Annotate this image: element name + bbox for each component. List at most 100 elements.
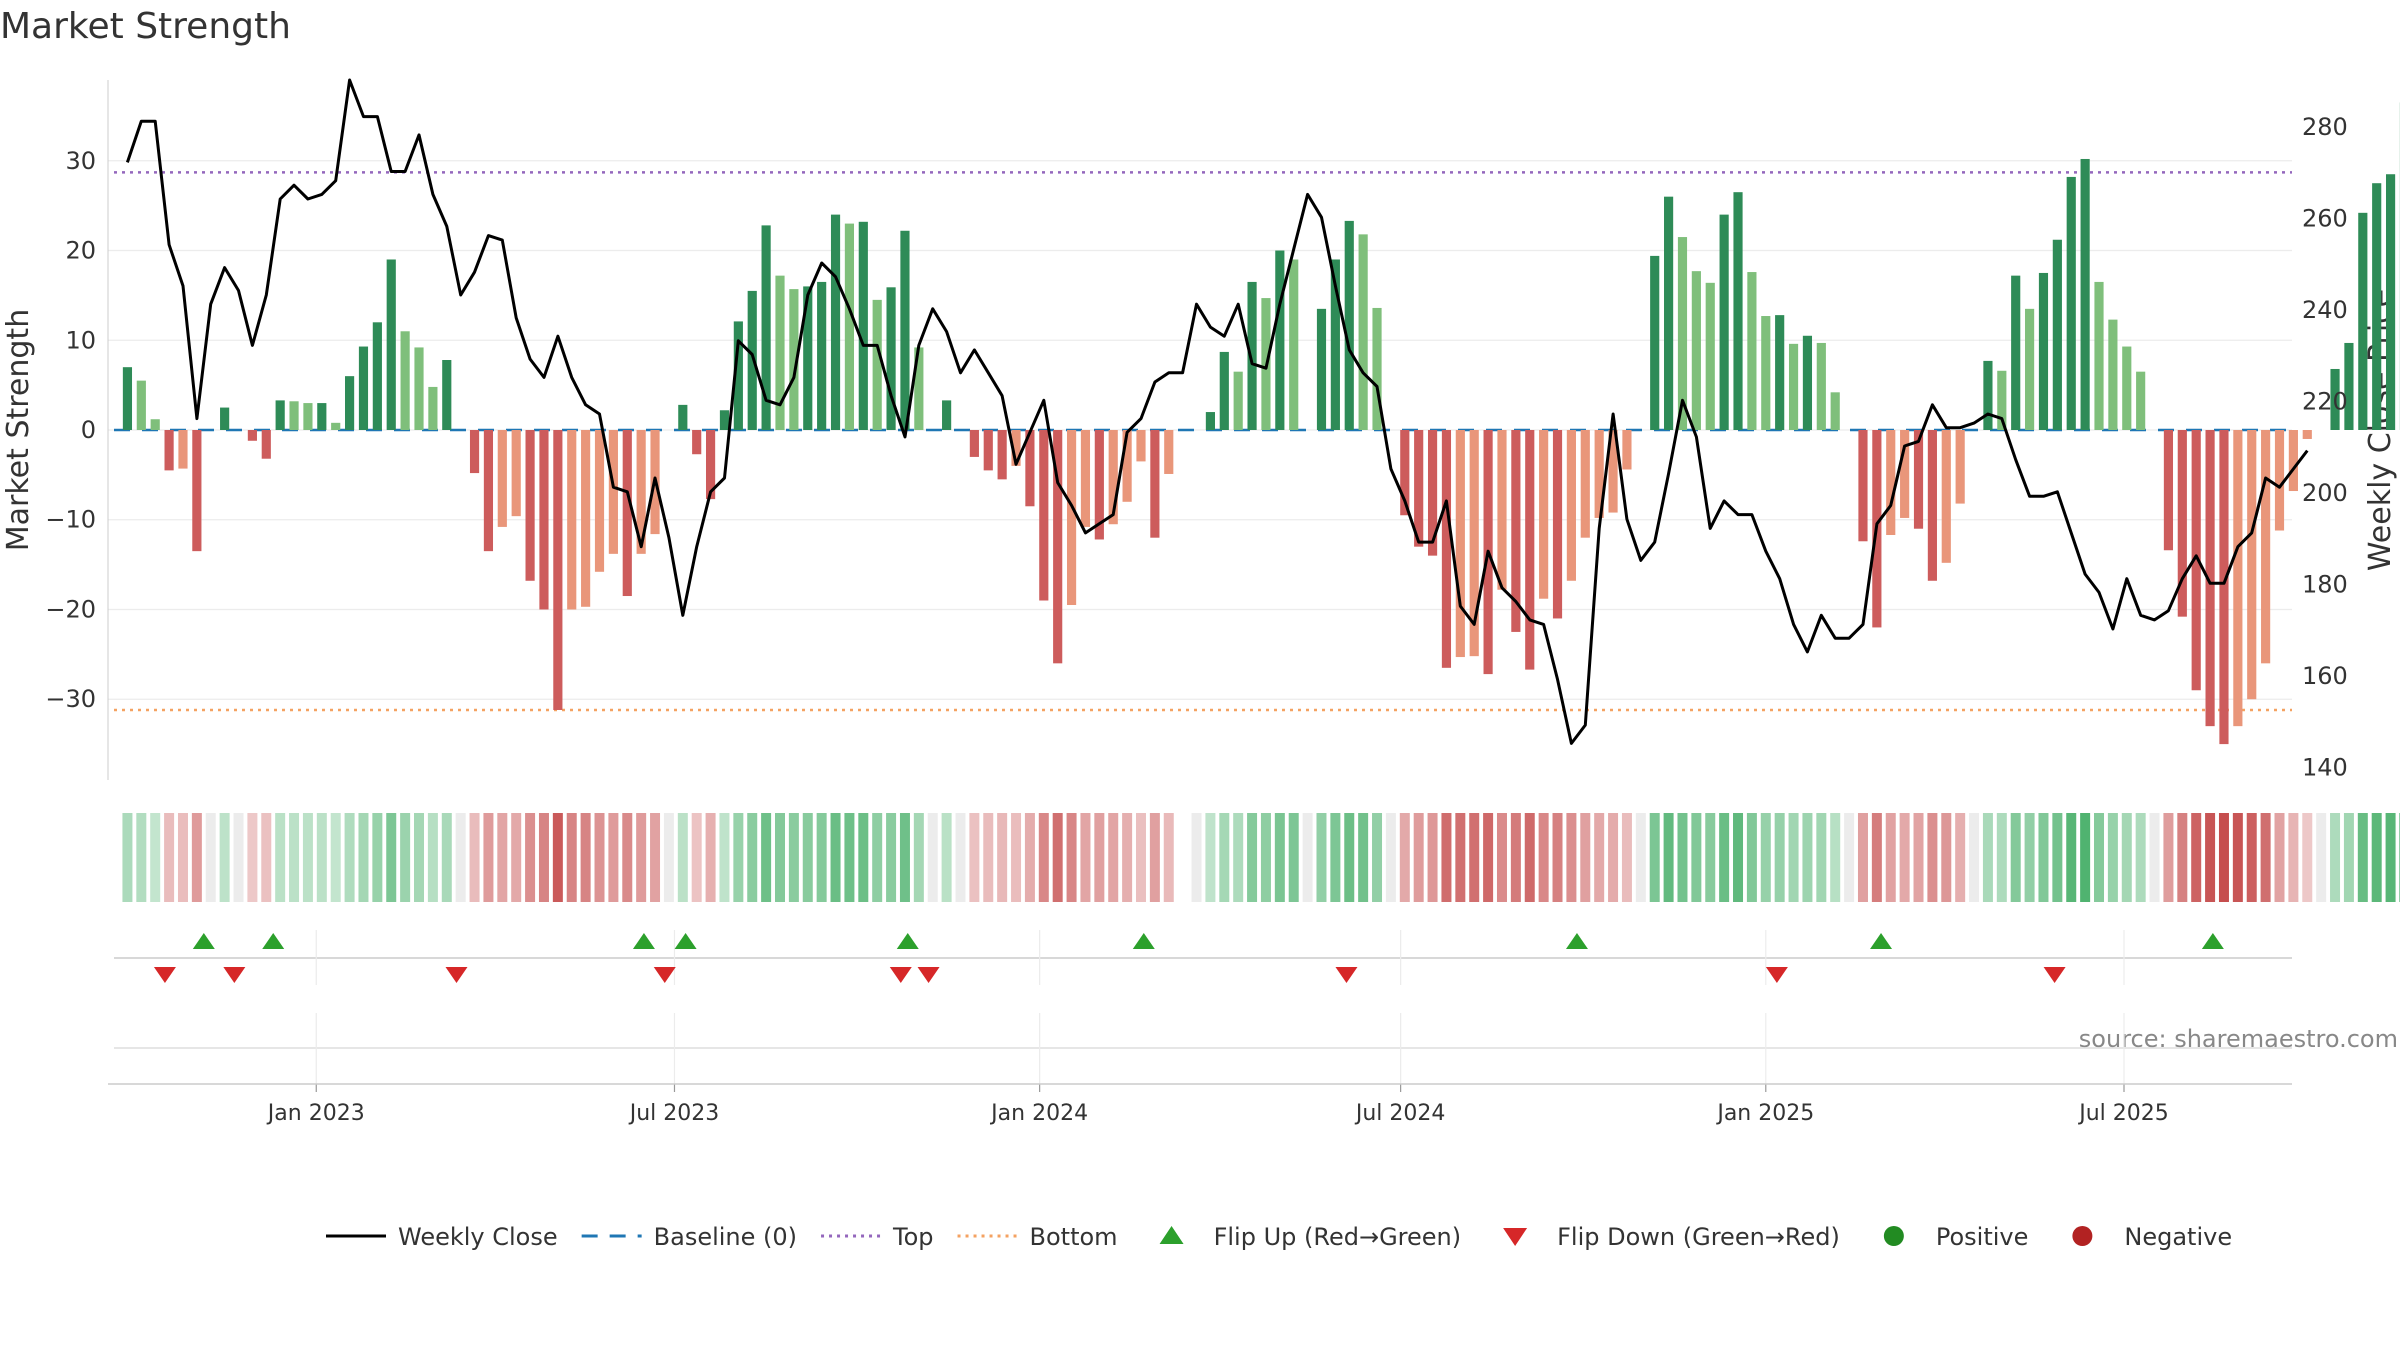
heat-cell bbox=[1316, 813, 1327, 902]
strength-bar bbox=[2219, 430, 2229, 745]
strength-bar bbox=[1414, 430, 1424, 547]
heat-cell bbox=[1385, 813, 1396, 902]
heat-cell bbox=[1149, 813, 1160, 902]
strength-bar bbox=[1691, 271, 1701, 430]
strength-bar bbox=[2261, 430, 2271, 664]
heat-cell bbox=[1621, 813, 1632, 902]
strength-bar bbox=[483, 430, 494, 552]
strength-bar bbox=[1788, 343, 1799, 430]
heat-cell bbox=[2107, 813, 2118, 902]
strength-bar bbox=[608, 430, 618, 554]
heat-cell bbox=[872, 813, 883, 902]
heat-cell bbox=[1427, 813, 1438, 902]
flip-up-marker bbox=[262, 933, 285, 949]
heat-cell bbox=[400, 813, 411, 902]
heat-cell bbox=[1871, 813, 1882, 902]
heat-cell bbox=[663, 813, 674, 902]
strength-bar bbox=[317, 403, 327, 430]
strength-bar bbox=[122, 367, 133, 430]
strength-bar bbox=[1941, 430, 1951, 563]
heat-cell bbox=[1052, 813, 1063, 902]
strength-bar bbox=[1719, 214, 1729, 430]
heat-cell bbox=[1566, 813, 1577, 902]
heat-cell bbox=[955, 813, 966, 902]
strength-bar bbox=[372, 322, 382, 430]
heat-cell bbox=[1496, 813, 1507, 902]
strength-bar bbox=[2011, 275, 2021, 430]
strength-bar bbox=[1441, 430, 1452, 668]
heat-cell bbox=[1733, 813, 1744, 902]
strength-bar bbox=[1080, 430, 1091, 527]
heat-cell bbox=[1746, 813, 1757, 902]
heat-cell bbox=[1038, 813, 1049, 902]
heat-cell bbox=[122, 813, 133, 902]
flip-markers-panel bbox=[114, 930, 2292, 985]
y-tick-label: −20 bbox=[45, 595, 96, 623]
strength-bar bbox=[358, 346, 369, 430]
strength-bar bbox=[1650, 255, 1660, 430]
y-tick-label: 30 bbox=[65, 147, 96, 175]
heat-cell bbox=[1219, 813, 1230, 902]
strength-bar bbox=[1275, 250, 1285, 430]
strength-bar bbox=[1747, 272, 1757, 430]
heat-cell bbox=[1927, 813, 1938, 902]
heat-cell bbox=[233, 813, 244, 902]
strength-bar bbox=[428, 386, 438, 430]
heat-cell bbox=[2163, 813, 2174, 902]
legend-label: Flip Down (Green→Red) bbox=[1557, 1223, 1840, 1251]
heat-cell bbox=[177, 813, 188, 902]
y2-tick-label: 180 bbox=[2302, 570, 2348, 598]
heat-cell bbox=[1330, 813, 1341, 902]
heat-cell bbox=[1510, 813, 1521, 902]
strength-bar bbox=[2080, 158, 2090, 430]
strength-bar bbox=[1289, 259, 1299, 430]
strength-bar bbox=[1913, 430, 1924, 529]
heat-cell bbox=[1885, 813, 1896, 902]
heat-cell bbox=[1677, 813, 1688, 902]
strength-bar bbox=[1858, 430, 1868, 542]
strength-bar bbox=[775, 275, 785, 430]
heat-cell bbox=[2121, 813, 2132, 902]
strength-bar bbox=[1983, 360, 1993, 430]
heat-cell bbox=[1469, 813, 1480, 902]
strength-bar bbox=[1511, 430, 1521, 632]
heat-cell bbox=[2149, 813, 2160, 902]
strength-bar bbox=[497, 430, 507, 527]
heat-cell bbox=[316, 813, 327, 902]
heat-cell bbox=[1552, 813, 1563, 902]
strength-bar bbox=[567, 430, 577, 610]
heat-cell bbox=[455, 813, 466, 902]
heat-cell bbox=[1399, 813, 1410, 902]
strength-bar bbox=[1552, 430, 1563, 619]
heat-cell bbox=[1441, 813, 1452, 902]
heat-cell bbox=[2066, 813, 2077, 902]
bottom-panel: Jan 2023 Jul 2023 Jan 2024 Jul 2024 Jan 2025… bbox=[108, 1013, 2292, 1126]
legend-label: Flip Up (Red→Green) bbox=[1214, 1223, 1462, 1251]
strength-bar bbox=[1053, 430, 1063, 664]
weekly-close-line bbox=[125, 78, 2309, 745]
heat-cell bbox=[2177, 813, 2188, 902]
heat-cell bbox=[441, 813, 452, 902]
heat-cell bbox=[636, 813, 647, 902]
flip-up-marker bbox=[896, 933, 919, 949]
heat-cell bbox=[136, 813, 147, 902]
heat-cell bbox=[2038, 813, 2049, 902]
heat-cell bbox=[2371, 813, 2382, 902]
heat-cell bbox=[247, 813, 258, 902]
strength-bar bbox=[1886, 430, 1896, 535]
strength-bar bbox=[761, 225, 771, 430]
strength-bar bbox=[289, 401, 299, 430]
heat-cell bbox=[1663, 813, 1674, 902]
heat-cell bbox=[386, 813, 397, 902]
heat-cell bbox=[2080, 813, 2091, 902]
heat-cell bbox=[1358, 813, 1369, 902]
y-tick-label: 10 bbox=[65, 326, 96, 354]
strength-bar bbox=[622, 430, 632, 597]
flip-down-marker bbox=[1335, 967, 1358, 983]
heat-cell bbox=[2052, 813, 2063, 902]
strength-bar bbox=[1594, 430, 1604, 518]
source-credit: source: sharemaestro.com bbox=[2079, 1025, 2398, 1053]
strength-bar bbox=[1566, 430, 1576, 581]
strength-bar bbox=[2052, 239, 2062, 430]
heat-cell bbox=[2218, 813, 2229, 902]
